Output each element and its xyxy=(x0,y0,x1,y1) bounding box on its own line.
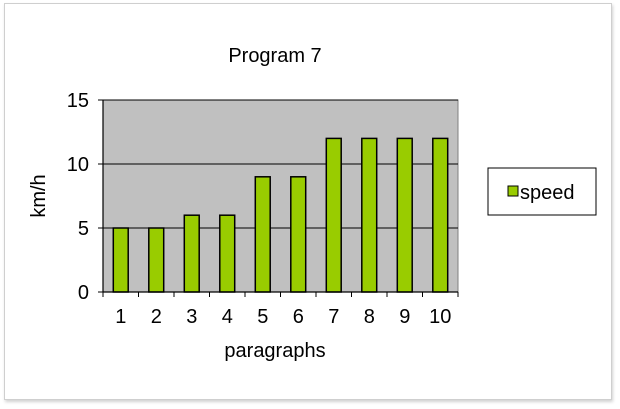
x-tick-label: 10 xyxy=(429,306,451,328)
bar-1 xyxy=(112,227,129,293)
bar-6 xyxy=(290,176,307,293)
x-axis-title: paragraphs xyxy=(224,340,325,362)
y-tick-label: 0 xyxy=(78,282,89,304)
x-tick-label: 3 xyxy=(186,306,197,328)
bar-3 xyxy=(183,214,200,293)
chart-title: Program 7 xyxy=(228,45,321,67)
bar-8 xyxy=(361,137,378,293)
y-axis-title: km/h xyxy=(28,174,50,217)
legend-box xyxy=(487,167,597,216)
bar-4 xyxy=(219,214,236,293)
y-axis-ticks: 0 5 10 15 xyxy=(67,90,103,304)
x-axis-ticks: 1 2 3 4 5 6 7 8 9 10 xyxy=(102,292,459,328)
bar-7 xyxy=(325,137,342,293)
y-tick-label: 15 xyxy=(67,90,89,112)
bars xyxy=(112,137,449,293)
x-tick-label: 9 xyxy=(399,306,410,328)
bar-10 xyxy=(432,137,449,293)
bar-9 xyxy=(396,137,413,293)
x-tick-label: 1 xyxy=(115,306,126,328)
legend-swatch-speed xyxy=(507,185,519,197)
legend-label-speed: speed xyxy=(520,182,575,204)
x-tick-label: 6 xyxy=(293,306,304,328)
x-tick-label: 5 xyxy=(257,306,268,328)
x-tick-label: 2 xyxy=(151,306,162,328)
y-tick-label: 5 xyxy=(78,218,89,240)
bar-5 xyxy=(254,176,271,293)
x-tick-label: 8 xyxy=(364,306,375,328)
x-tick-label: 7 xyxy=(328,306,339,328)
x-tick-label: 4 xyxy=(222,306,233,328)
legend: speed xyxy=(487,167,597,216)
y-tick-label: 10 xyxy=(67,154,89,176)
bar-2 xyxy=(148,227,165,293)
